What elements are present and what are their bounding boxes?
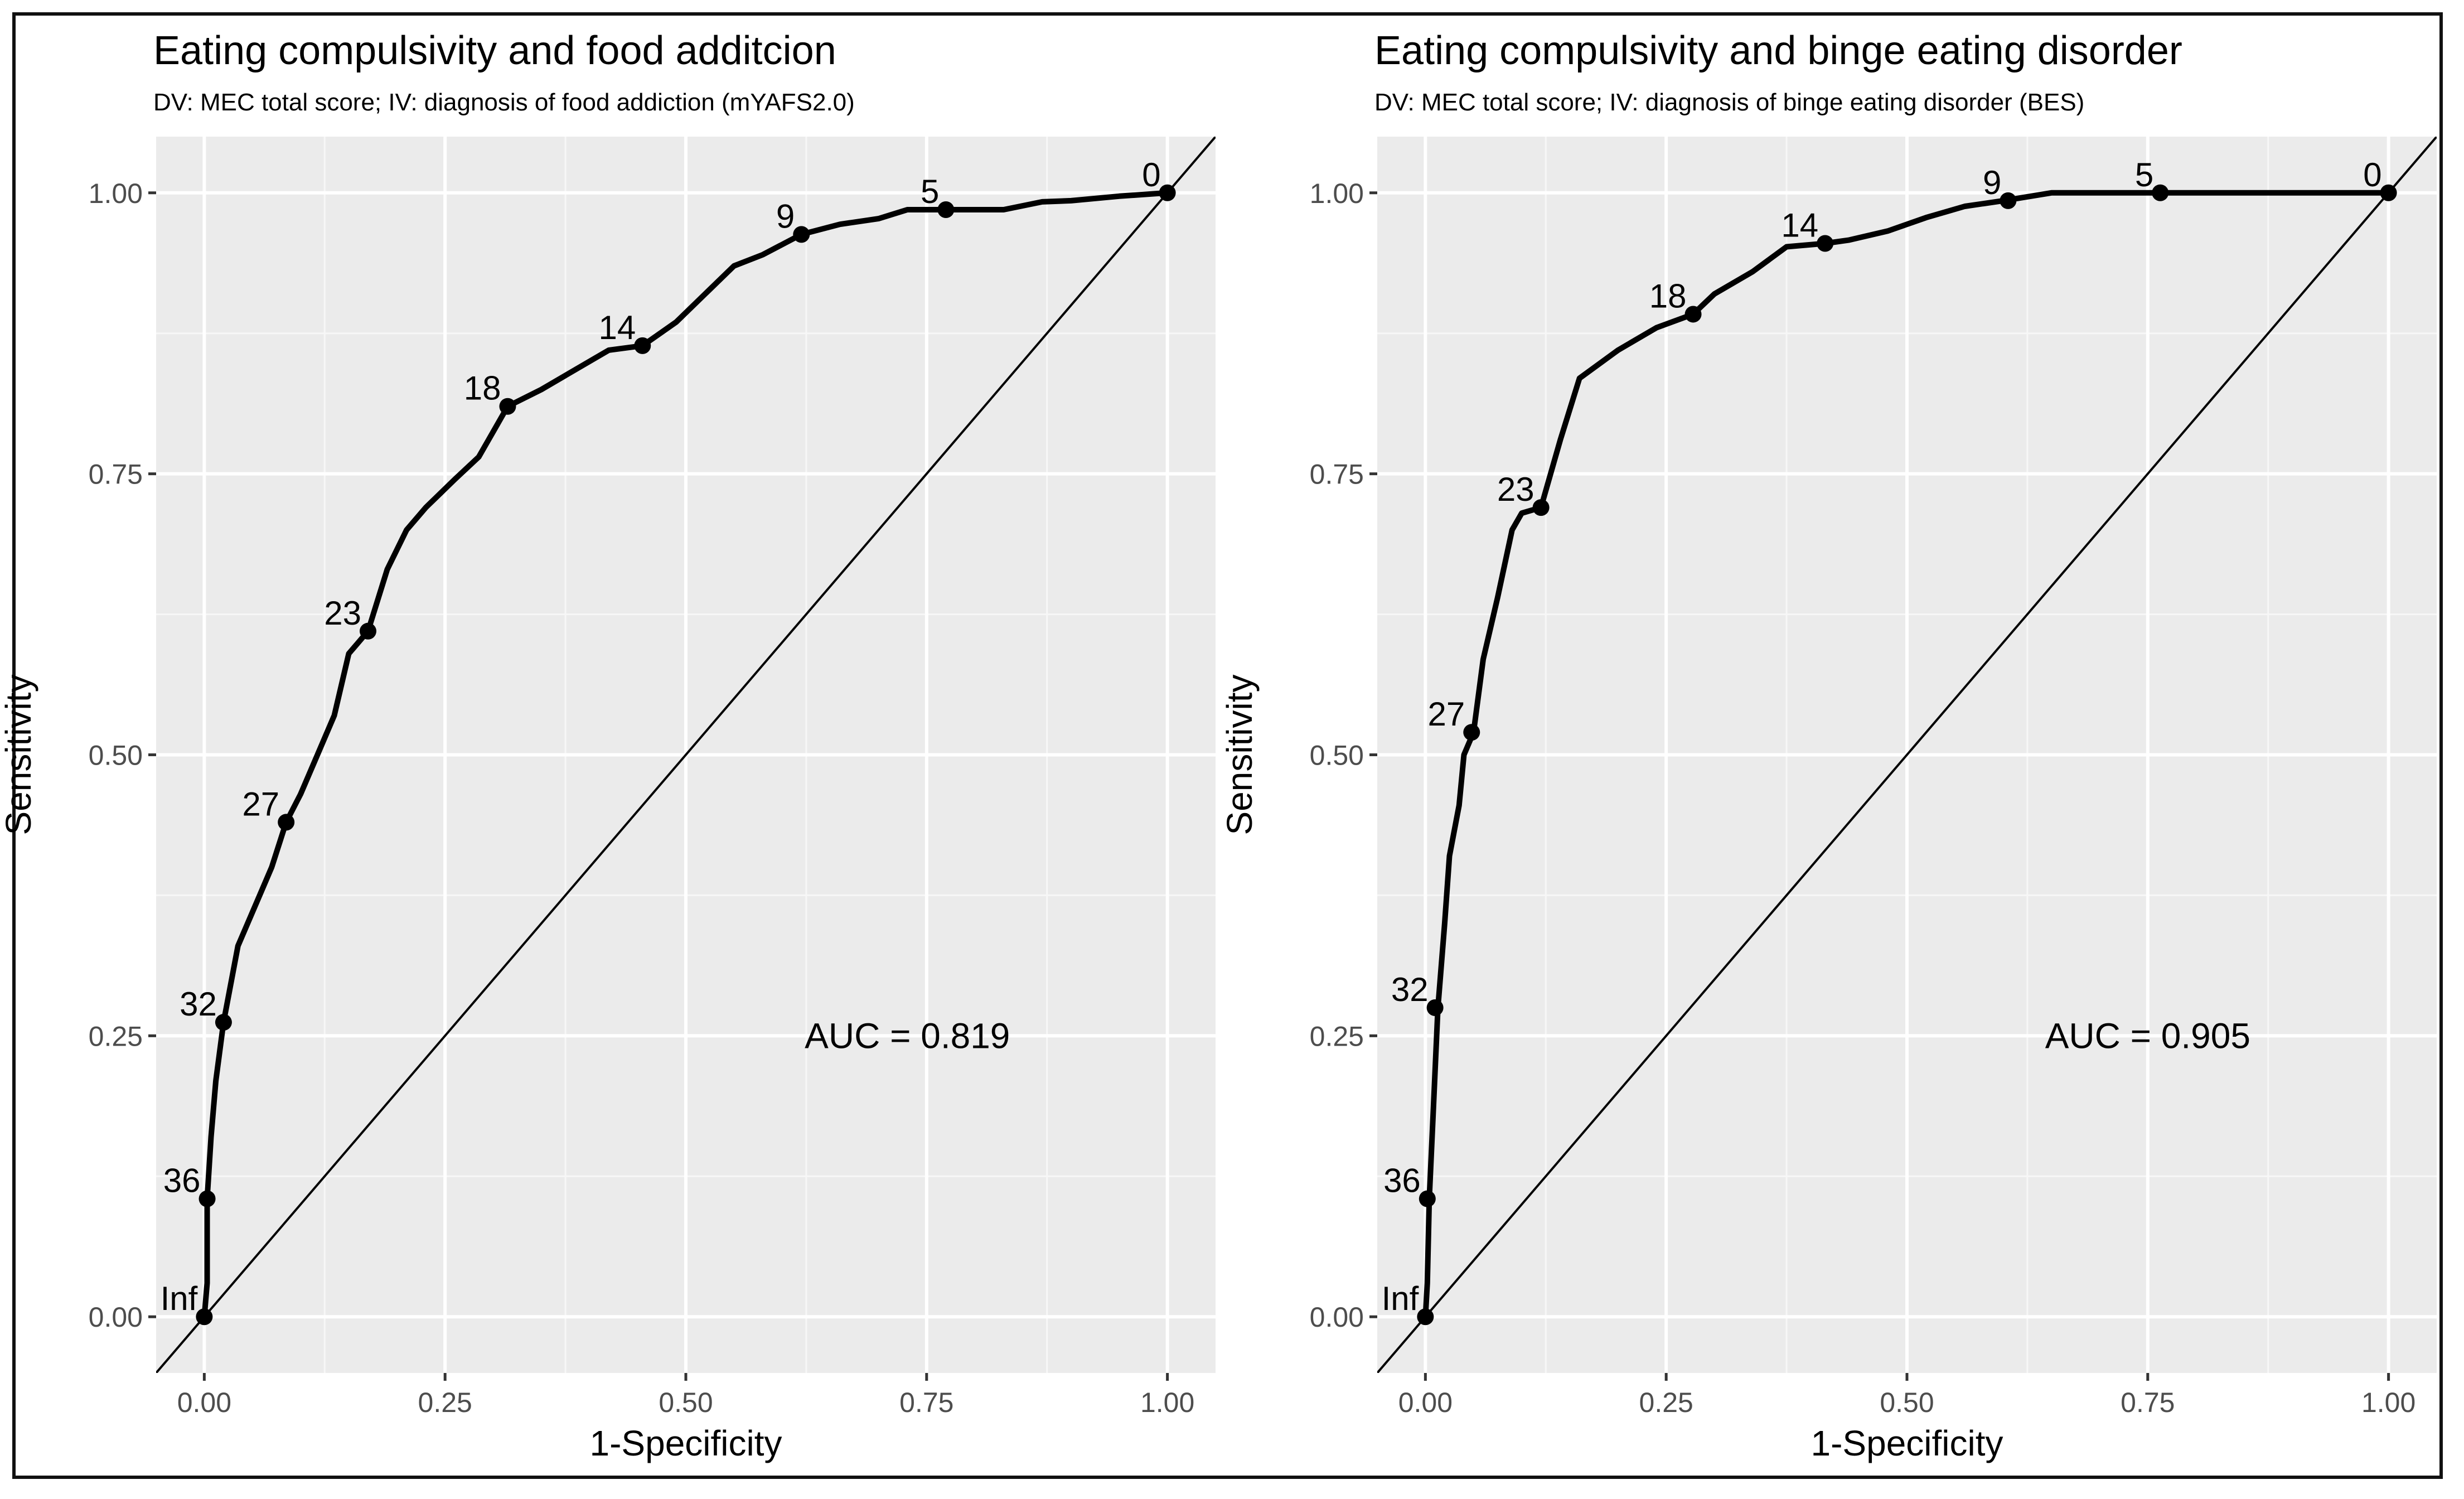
- p1-diagonal-reference-line: [156, 137, 1216, 1373]
- p1-threshold-point: [937, 201, 955, 219]
- p1-y-tick-label: 1.00: [89, 178, 143, 209]
- p1-x-tick-label: 0.00: [177, 1387, 231, 1418]
- p2-chart-title: Eating compulsivity and binge eating dis…: [1374, 28, 2182, 73]
- p2-threshold-point: [1532, 499, 1550, 516]
- p2-threshold-label: 0: [2363, 156, 2381, 194]
- p2-threshold-point: [2380, 184, 2397, 201]
- p2-threshold-label: 36: [1383, 1162, 1421, 1200]
- p1-threshold-label: 36: [163, 1162, 201, 1200]
- p2-x-tick-label: 0.00: [1398, 1387, 1453, 1418]
- p1-x-tick-label: 0.25: [418, 1387, 472, 1418]
- p1-threshold-label: 5: [921, 173, 939, 210]
- p2-diagonal-reference-line: [1377, 137, 2437, 1373]
- p2-threshold-point: [2000, 192, 2017, 209]
- p1-threshold-point: [278, 814, 295, 831]
- p1-chart-subtitle: DV: MEC total score; IV: diagnosis of fo…: [153, 89, 855, 116]
- p2-threshold-point: [1419, 1190, 1436, 1207]
- p2-threshold-point: [1417, 1308, 1434, 1326]
- p2-threshold-point: [1817, 235, 1834, 252]
- p1-threshold-point: [793, 226, 810, 243]
- p1-threshold-point: [199, 1190, 216, 1207]
- p1-threshold-point: [634, 337, 651, 354]
- figure-frame: [12, 12, 2443, 1479]
- p2-threshold-label: 32: [1391, 971, 1429, 1008]
- p2-y-tick-label: 0.50: [1310, 740, 1364, 771]
- p1-y-tick-label: 0.75: [89, 459, 143, 490]
- p2-threshold-label: 27: [1428, 695, 1465, 733]
- p2-auc-annotation: AUC = 0.905: [2045, 1016, 2250, 1056]
- p1-threshold-point: [499, 398, 516, 415]
- p2-threshold-label: 18: [1649, 277, 1687, 315]
- p1-x-tick-label: 0.50: [659, 1387, 713, 1418]
- roc-panel-2: Inf 36 32 27 23 18 14 9 5 0 0.00 0.25 0.50 0.75 1.00 0.…: [1219, 28, 2437, 1463]
- p1-threshold-label: 14: [599, 309, 636, 346]
- p2-threshold-label: 5: [2135, 156, 2153, 194]
- p1-threshold-label: 27: [242, 785, 279, 823]
- p1-threshold-point: [215, 1014, 232, 1031]
- p2-threshold-point: [1463, 724, 1480, 741]
- p2-threshold-label: Inf: [1382, 1280, 1419, 1317]
- p1-threshold-point: [196, 1308, 213, 1326]
- p2-threshold-label: 9: [1983, 164, 2001, 201]
- p2-threshold-point: [1426, 999, 1444, 1016]
- p1-y-axis-title: Sensitivity: [0, 674, 38, 835]
- p2-y-tick-label: 0.75: [1310, 459, 1364, 490]
- p2-y-axis-title: Sensitivity: [1219, 674, 1260, 835]
- p1-y-tick-label: 0.00: [89, 1302, 143, 1333]
- p1-threshold-label: 32: [180, 985, 217, 1023]
- p1-x-tick-label: 1.00: [1140, 1387, 1194, 1418]
- p1-y-tick-label: 0.25: [89, 1021, 143, 1052]
- p1-chart-title: Eating compulsivity and food additcion: [153, 28, 836, 73]
- p2-threshold-label: 14: [1781, 206, 1818, 244]
- p1-threshold-point: [360, 622, 376, 640]
- p2-x-axis-title: 1-Specificity: [1811, 1423, 2003, 1463]
- p1-threshold-label: Inf: [161, 1280, 198, 1317]
- p2-threshold-point: [1684, 306, 1702, 323]
- p2-threshold-point: [2152, 184, 2169, 201]
- p2-x-tick-label: 0.50: [1880, 1387, 1934, 1418]
- p2-x-tick-label: 0.25: [1639, 1387, 1693, 1418]
- p1-threshold-label: 0: [1142, 156, 1160, 194]
- roc-panel-1: Inf 36 32 27 23 18 14 9 5 0 0.00 0.25 0.50 0.75 1.00 0.…: [0, 28, 1216, 1463]
- p1-threshold-label: 18: [464, 370, 501, 407]
- p2-chart-subtitle: DV: MEC total score; IV: diagnosis of bi…: [1374, 89, 2084, 116]
- p1-x-axis-title: 1-Specificity: [590, 1423, 782, 1463]
- p2-y-tick-label: 0.00: [1310, 1302, 1364, 1333]
- p2-roc-curve: [1422, 190, 2392, 1320]
- p2-x-tick-label: 1.00: [2361, 1387, 2415, 1418]
- p2-x-tick-label: 0.75: [2121, 1387, 2175, 1418]
- p2-y-tick-label: 0.25: [1310, 1021, 1364, 1052]
- p1-roc-curve: [201, 190, 1170, 1320]
- p1-threshold-label: 9: [776, 197, 795, 235]
- p1-y-tick-label: 0.50: [89, 740, 143, 771]
- p1-threshold-label: 23: [324, 594, 361, 632]
- p2-y-tick-label: 1.00: [1310, 178, 1364, 209]
- p2-threshold-label: 23: [1497, 471, 1534, 508]
- p1-threshold-point: [1159, 184, 1176, 201]
- p1-auc-annotation: AUC = 0.819: [805, 1016, 1010, 1056]
- p1-x-tick-label: 0.75: [899, 1387, 953, 1418]
